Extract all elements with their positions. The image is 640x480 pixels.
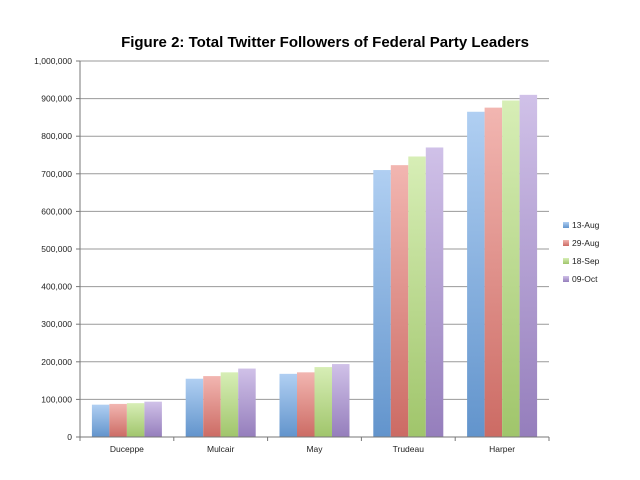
- y-tick-label: 1,000,000: [34, 56, 72, 66]
- legend-label-09-oct: 09-Oct: [572, 274, 598, 284]
- legend-swatch-29-aug: [563, 240, 569, 246]
- bar-mulcair-13-aug: [185, 378, 204, 437]
- bar-harper-18-sep: [502, 100, 520, 437]
- bar-may-18-sep: [314, 367, 332, 437]
- legend: 13-Aug 29-Aug 18-Sep 09-Oct: [563, 220, 600, 284]
- y-tick-label: 600,000: [41, 206, 72, 216]
- y-tick-label: 500,000: [41, 244, 72, 254]
- y-axis-ticks: 0 100,000 200,000 300,000 400,000 500,000 600,…: [34, 56, 80, 442]
- bar-duceppe-09-oct: [144, 401, 162, 437]
- y-tick-label: 300,000: [41, 319, 72, 329]
- axes: [79, 61, 549, 438]
- bar-trudeau-18-sep: [408, 156, 426, 437]
- legend-swatch-18-sep: [563, 258, 569, 264]
- legend-label-18-sep: 18-Sep: [572, 256, 600, 266]
- y-tick-label: 900,000: [41, 94, 72, 104]
- x-tick-label: Harper: [489, 444, 515, 454]
- x-tick-label: Duceppe: [110, 444, 144, 454]
- y-tick-label: 100,000: [41, 394, 72, 404]
- x-tick-label: Mulcair: [207, 444, 235, 454]
- bar-harper-09-oct: [519, 94, 538, 437]
- bar-mulcair-29-aug: [203, 376, 221, 437]
- bar-duceppe-13-aug: [91, 404, 110, 437]
- bar-harper-29-aug: [484, 107, 503, 438]
- x-tick-label: May: [306, 444, 323, 454]
- bar-may-09-oct: [332, 364, 350, 437]
- bar-harper-13-aug: [467, 111, 485, 437]
- legend-swatch-09-oct: [563, 276, 569, 282]
- bar-trudeau-09-oct: [425, 147, 444, 438]
- y-tick-label: 200,000: [41, 357, 72, 367]
- bar-mulcair-09-oct: [238, 368, 256, 437]
- y-tick-label: 400,000: [41, 282, 72, 292]
- y-tick-label: 0: [67, 432, 72, 442]
- bar-may-29-aug: [297, 372, 315, 437]
- bar-trudeau-13-aug: [373, 170, 391, 438]
- bar-may-13-aug: [279, 373, 297, 437]
- legend-label-13-aug: 13-Aug: [572, 220, 600, 230]
- y-tick-label: 800,000: [41, 131, 72, 141]
- chart-title: Figure 2: Total Twitter Followers of Fed…: [121, 34, 529, 51]
- bar-trudeau-29-aug: [390, 165, 409, 438]
- legend-swatch-13-aug: [563, 222, 569, 228]
- bar-duceppe-18-sep: [126, 403, 145, 437]
- bar-duceppe-29-aug: [109, 403, 127, 437]
- gridlines: [80, 60, 549, 400]
- bars: [91, 94, 538, 438]
- x-tick-label: Trudeau: [393, 444, 425, 454]
- bar-mulcair-18-sep: [220, 372, 239, 437]
- legend-label-29-aug: 29-Aug: [572, 238, 600, 248]
- y-tick-label: 700,000: [41, 169, 72, 179]
- x-axis-ticks: Duceppe Mulcair May Trudeau Harper: [79, 437, 550, 454]
